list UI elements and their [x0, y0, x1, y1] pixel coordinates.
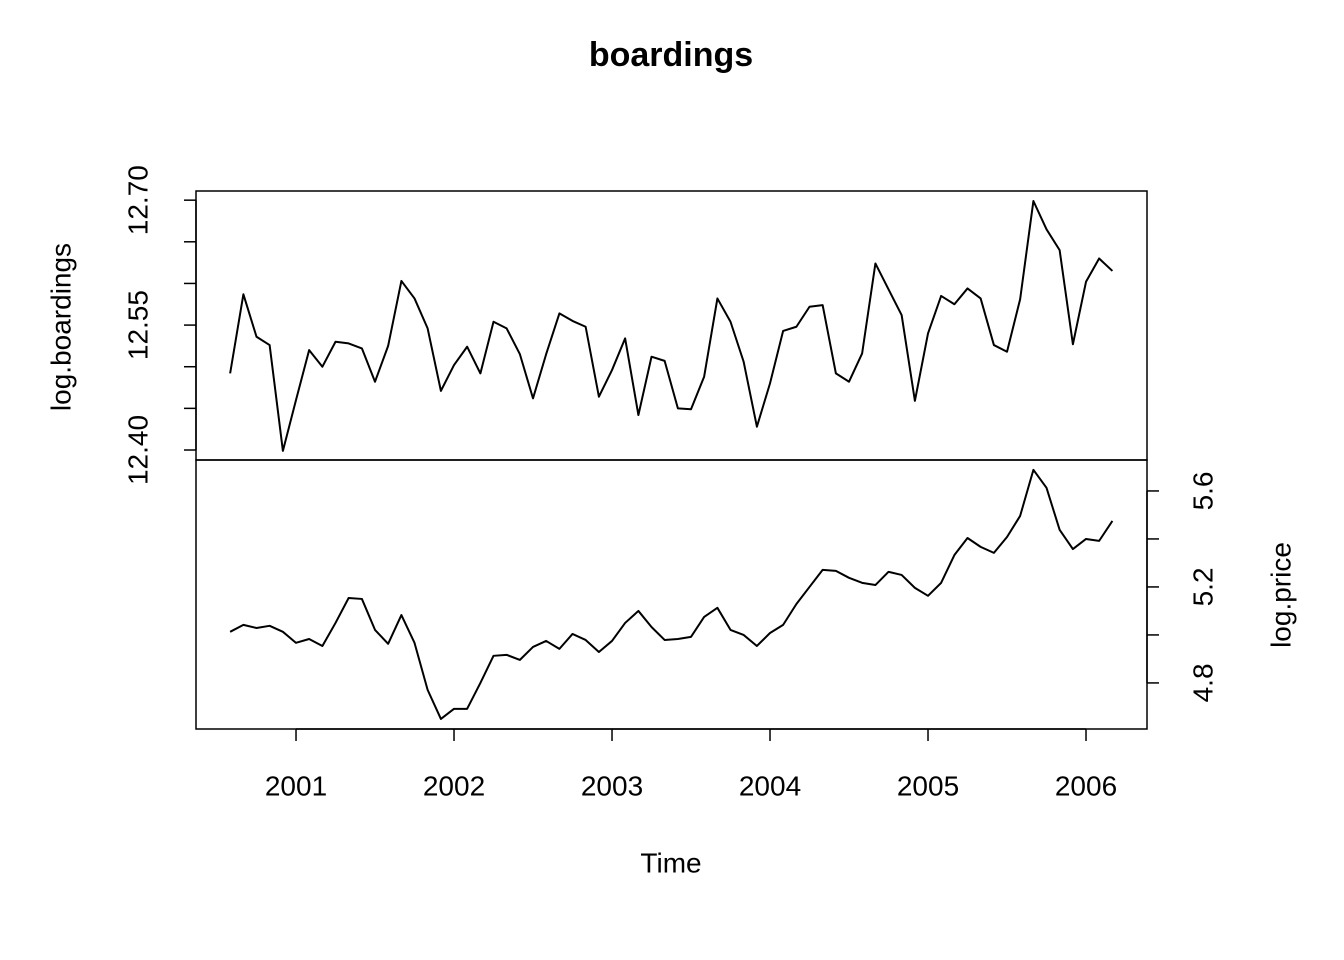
series-line [229, 199, 1114, 452]
y2-tick-label: 4.8 [1187, 663, 1218, 702]
y-tick-label: 12.40 [122, 415, 153, 485]
y2-tick-label: 5.2 [1187, 567, 1218, 606]
y-tick-label: 12.55 [122, 290, 153, 360]
chart-title: boardings [589, 36, 753, 74]
y2-tick-label: 5.6 [1187, 471, 1218, 510]
x-tick-label: 2003 [581, 770, 643, 801]
x-axis-label: Time [640, 847, 701, 878]
x-tick-label: 2001 [265, 770, 327, 801]
y2-axis-label: log.price [1265, 542, 1296, 648]
x-tick-label: 2002 [423, 770, 485, 801]
x-tick-label: 2004 [739, 770, 801, 801]
y-axis-label: log.boardings [45, 243, 76, 411]
y-tick-label: 12.70 [122, 165, 153, 235]
x-tick-label: 2005 [897, 770, 959, 801]
series-line [229, 468, 1114, 720]
x-tick-label: 2006 [1055, 770, 1117, 801]
